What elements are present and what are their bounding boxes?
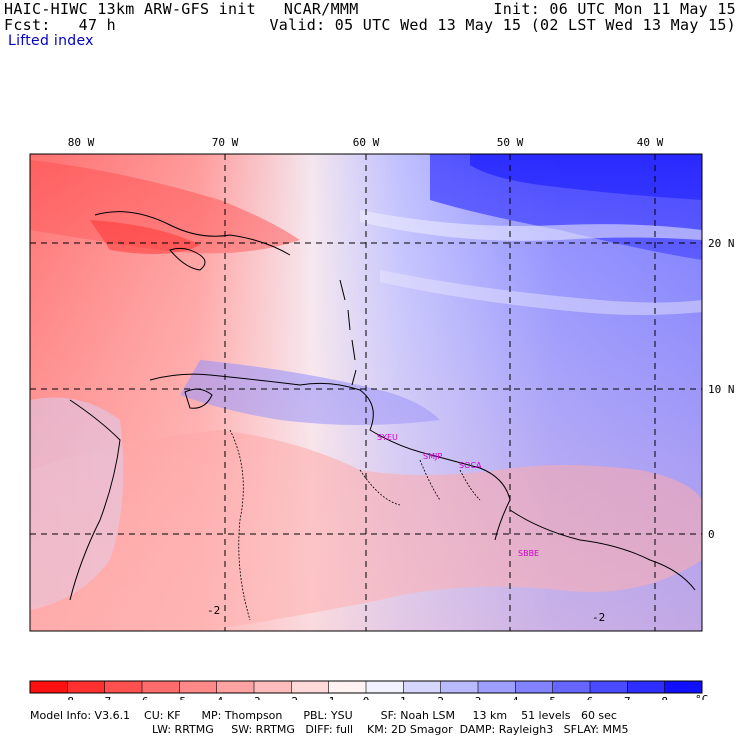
colorbar-swatch bbox=[142, 681, 180, 693]
station-sbbe: SBBE bbox=[518, 549, 539, 558]
colorbar-swatch bbox=[328, 681, 367, 693]
colorbar-tick-label: 2 bbox=[437, 695, 444, 700]
colorbar-tick-label: -5 bbox=[173, 695, 186, 700]
coastline-lesser-antilles bbox=[339, 279, 357, 386]
init-time: Init: 06 UTC Mon 11 May 15 bbox=[493, 0, 736, 18]
contour-label-2: -2 bbox=[592, 611, 605, 624]
colorbar-tick-label: 7 bbox=[624, 695, 631, 700]
colorbar-swatch bbox=[291, 681, 330, 693]
graticule bbox=[30, 154, 702, 631]
colorbar-unit: °C bbox=[695, 693, 708, 700]
colorbar-tick-label: 0 bbox=[363, 695, 370, 700]
coastline-west-colombia bbox=[69, 399, 121, 601]
colorbar-swatch bbox=[403, 681, 442, 693]
colorbar-swatch bbox=[627, 681, 666, 693]
map-frame bbox=[29, 153, 703, 632]
colorbar-swatch bbox=[664, 681, 703, 693]
colorbar-swatch bbox=[366, 681, 404, 693]
border-french-guiana bbox=[459, 469, 481, 501]
colorbar-tick-label: -7 bbox=[98, 695, 111, 700]
colorbar-swatch bbox=[67, 681, 106, 693]
colorbar-tick-label: -1 bbox=[322, 695, 335, 700]
country-borders bbox=[229, 429, 481, 621]
forecast-hour: Fcst: 47 h bbox=[4, 16, 116, 34]
lon-label-70w: 70 W bbox=[212, 136, 239, 149]
colorbar-swatch bbox=[104, 681, 143, 693]
colorbar-swatch bbox=[478, 681, 516, 693]
border-suriname bbox=[419, 459, 441, 501]
colorbar-tick-label: 5 bbox=[549, 695, 556, 700]
colorbar-swatch bbox=[590, 681, 628, 693]
field-name: Lifted index bbox=[8, 33, 94, 49]
coastlines bbox=[69, 211, 696, 601]
contour-label-1: -2 bbox=[207, 604, 220, 617]
station-smjp: SMJP bbox=[423, 452, 442, 461]
map-figure: 80 W 70 W 60 W 50 W 40 W 20 N 10 N 0 SYE… bbox=[29, 136, 735, 700]
lat-label-10n: 10 N bbox=[708, 383, 735, 396]
header-title: HAIC-HIWC 13km ARW-GFS init NCAR/MMM bbox=[4, 0, 359, 18]
coastline-hispaniola bbox=[169, 247, 206, 271]
colorbar-swatch bbox=[30, 681, 68, 693]
station-soca: SOCA bbox=[459, 461, 482, 470]
colorbar-tick-label: 3 bbox=[475, 695, 482, 700]
lon-label-80w: 80 W bbox=[68, 136, 95, 149]
station-syeu: SYEU bbox=[377, 433, 398, 442]
colorbar-tick-label: -6 bbox=[135, 695, 148, 700]
model-info-line-1: Model Info: V3.6.1 CU: KF MP: Thompson P… bbox=[30, 709, 617, 722]
colorbar-tick-label: -3 bbox=[247, 695, 260, 700]
lat-label-0: 0 bbox=[708, 528, 715, 541]
colorbar-swatch bbox=[254, 681, 292, 693]
colorbar-swatch bbox=[216, 681, 255, 693]
colorbar-swatch bbox=[515, 681, 554, 693]
colorbar-tick-label: -4 bbox=[210, 695, 224, 700]
colorbar-tick-label: 1 bbox=[400, 695, 407, 700]
colorbar-tick-label: 8 bbox=[661, 695, 668, 700]
border-venezuela-colombia bbox=[229, 429, 251, 621]
colorbar-tick-label: -8 bbox=[61, 695, 74, 700]
lon-label-50w: 50 W bbox=[497, 136, 524, 149]
lat-label-20n: 20 N bbox=[708, 237, 735, 250]
colorbar-tick-label: 4 bbox=[512, 695, 519, 700]
colorbar-swatch bbox=[552, 681, 591, 693]
border-guyana-brazil bbox=[359, 469, 401, 506]
colorbar-ticks: -8 -7 -6 -5 -4 -3 -2 -1 0 1 2 3 4 5 6 7 8 bbox=[61, 681, 668, 700]
colorbar-tick-label: -2 bbox=[285, 695, 298, 700]
coastline-lake-maracaibo bbox=[184, 388, 213, 409]
model-info-line-2: LW: RRTMG SW: RRTMG DIFF: full KM: 2D Sm… bbox=[152, 723, 629, 736]
coastline-brazil bbox=[509, 509, 696, 591]
valid-time: Valid: 05 UTC Wed 13 May 15 (02 LST Wed … bbox=[269, 16, 736, 34]
lon-label-60w: 60 W bbox=[353, 136, 380, 149]
coastline-north-south-america bbox=[149, 373, 511, 541]
colorbar-swatch bbox=[179, 681, 218, 693]
colorbar-tick-label: 6 bbox=[587, 695, 594, 700]
colorbar-swatch bbox=[440, 681, 479, 693]
lon-label-40w: 40 W bbox=[637, 136, 664, 149]
